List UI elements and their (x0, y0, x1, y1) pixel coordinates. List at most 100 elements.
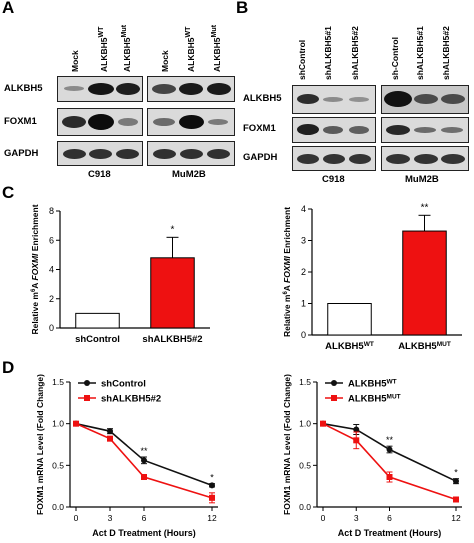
legend-label: shControl (101, 379, 146, 390)
x-axis-label: Act D Treatment (Hours) (92, 528, 196, 538)
significance-mark: ** (140, 446, 148, 456)
data-point (141, 474, 147, 480)
blot-strip (292, 146, 376, 171)
category-label: ALKBH5WT (325, 341, 374, 353)
y-tick-label: 0 (301, 330, 306, 340)
bar (327, 303, 372, 336)
legend-marker (84, 380, 90, 386)
data-point (107, 428, 113, 435)
data-point (209, 482, 215, 489)
x-tick-label: 6 (387, 513, 392, 523)
bar (75, 312, 120, 329)
y-tick-label: 1.0 (299, 419, 311, 429)
data-point (453, 496, 459, 503)
legend-marker (84, 395, 90, 401)
legend-label: ALKBH5WT (348, 378, 397, 390)
panel-label-c: C (2, 183, 15, 202)
blot-strip (381, 117, 469, 143)
data-point (73, 420, 79, 427)
col-label: ALKBH5WT (184, 26, 196, 73)
x-tick-label: 0 (321, 513, 326, 523)
row-label-gapdh: GAPDH (243, 152, 278, 163)
series-line (75, 422, 213, 487)
col-label: ALKBH5WT (97, 26, 109, 73)
col-label: shALKBH5#2 (350, 26, 360, 80)
blot-strip (381, 85, 469, 114)
category-label: ALKBH5MUT (398, 341, 451, 353)
data-point (353, 437, 360, 444)
y-tick-label: 1.5 (52, 377, 64, 387)
line-chart-shcontrol: 0.00.51.01.50 3 6 12***shControlshALKBH5#2A… (35, 374, 218, 538)
col-label: sh-Control (390, 37, 400, 80)
blot-strip (57, 108, 143, 136)
data-point (107, 435, 113, 442)
legend-label: ALKBH5MUT (348, 393, 401, 405)
x-tick-label: 6 (142, 513, 147, 523)
y-axis-label: Relative m6A FOXMI Enrichment (282, 207, 292, 337)
col-label: shALKBH5#1 (415, 26, 425, 80)
significance-mark: * (210, 473, 214, 483)
panel-label-b: B (236, 0, 249, 17)
legend-label: shALKBH5#2 (101, 394, 161, 405)
y-tick-label: 0.0 (52, 502, 64, 512)
row-label-gapdh: GAPDH (4, 148, 39, 159)
data-point (209, 494, 215, 501)
x-tick-label: 0 (74, 513, 79, 523)
data-point (353, 426, 360, 433)
legend-marker (331, 395, 337, 401)
col-label: ALKBH5Mut (210, 24, 222, 72)
y-tick-label: 4 (49, 265, 54, 275)
legend-marker (331, 380, 337, 386)
col-label: shALKBH5#1 (323, 26, 333, 80)
significance-mark: * (171, 224, 175, 235)
panel-label-a: A (2, 0, 15, 17)
series-line (75, 422, 213, 499)
significance-mark: ** (386, 435, 394, 445)
y-tick-label: 2 (301, 267, 306, 277)
blot-strip (147, 76, 235, 102)
data-point (386, 474, 393, 480)
blot-strip (57, 141, 143, 166)
cell-line-label: MuM2B (172, 169, 206, 180)
x-tick-label: 3 (108, 513, 113, 523)
blot-strip (57, 76, 143, 102)
y-axis-label: FOXM1 mRNA Level (Fold Change) (35, 374, 45, 515)
line-chart-alkbh5: 0.00.51.01.50 3 6 12***ALKBH5WTALKBH5MUTAct… (282, 374, 462, 538)
x-tick-label: 12 (451, 513, 461, 523)
y-tick-label: 0.5 (52, 460, 64, 470)
significance-mark: ** (421, 202, 429, 213)
y-tick-label: 8 (49, 206, 54, 216)
col-label: Mock (159, 50, 170, 72)
cell-line-label: C918 (88, 169, 111, 180)
y-axis-label: FOXM1 mRNA Level (Fold Change) (282, 374, 292, 515)
x-tick-label: 12 (207, 513, 217, 523)
bar (402, 230, 447, 336)
col-label: shALKBH5#2 (441, 26, 451, 80)
panel-label-d: D (2, 358, 15, 377)
y-tick-label: 6 (49, 235, 54, 245)
blot-strip (147, 108, 235, 136)
significance-mark: * (454, 468, 458, 478)
cell-line-label: MuM2B (405, 174, 439, 185)
data-point (141, 457, 147, 464)
y-tick-label: 3 (301, 236, 306, 246)
cell-line-label: C918 (322, 174, 345, 185)
y-tick-label: 1.0 (52, 419, 64, 429)
data-point (386, 446, 393, 453)
col-label: ALKBH5Mut (120, 24, 132, 72)
y-axis-label: Relative m6A FOXMI Enrichment (30, 204, 40, 334)
bar (150, 257, 195, 329)
blot-strip (147, 141, 235, 166)
category-label: shControl (75, 334, 120, 345)
y-tick-label: 4 (301, 204, 306, 214)
blot-strip (292, 117, 376, 143)
blot-strip (381, 146, 469, 171)
category-label: shALKBH5#2 (142, 334, 202, 345)
x-axis-label: Act D Treatment (Hours) (338, 528, 442, 538)
row-label-alkbh5: ALKBH5 (243, 93, 282, 104)
series-line (322, 422, 457, 501)
y-tick-label: 1 (301, 299, 306, 309)
y-tick-label: 1.5 (299, 377, 311, 387)
blot-strip (292, 85, 376, 114)
col-label: shControl (297, 39, 307, 80)
